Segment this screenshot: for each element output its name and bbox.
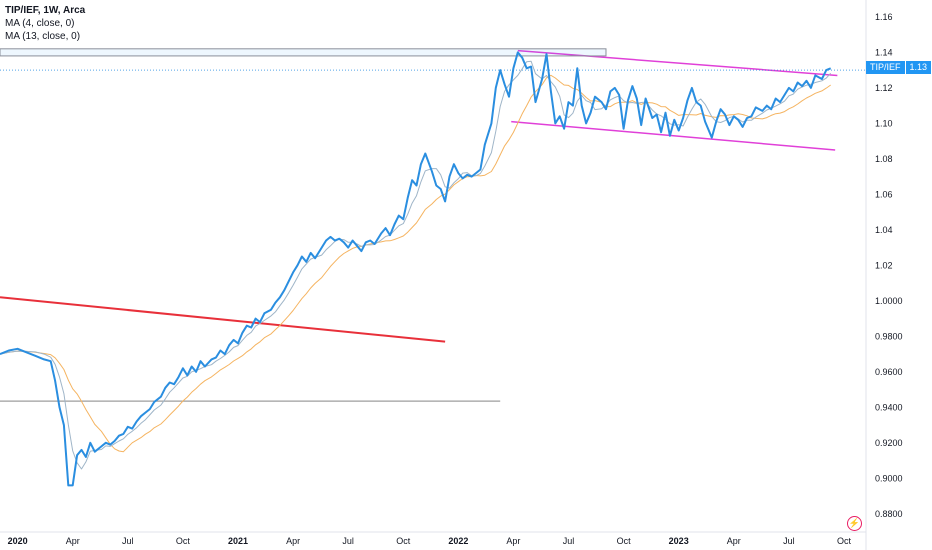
x-axis: 2020 Apr Jul Oct 2021 Apr Jul Oct 2022 Apr Jul Oct 2… bbox=[0, 531, 866, 546]
y-tick-label: 1.10 bbox=[875, 118, 893, 128]
y-tick-label: 0.9400 bbox=[875, 402, 903, 412]
y-tick-label: 0.9000 bbox=[875, 473, 903, 483]
y-tick-label: 1.14 bbox=[875, 47, 893, 57]
ma13-line bbox=[0, 74, 831, 453]
legend-ma4: MA (4, close, 0) bbox=[5, 18, 75, 29]
y-tick-label: 1.12 bbox=[875, 83, 893, 93]
price-line bbox=[0, 51, 832, 487]
y-tick-label: 0.9600 bbox=[875, 367, 903, 377]
y-tick-label: 1.06 bbox=[875, 189, 893, 199]
x-tick-label: 2021 bbox=[228, 536, 248, 546]
y-tick-label: 0.9800 bbox=[875, 331, 903, 341]
lightning-icon[interactable]: ⚡ bbox=[847, 516, 862, 531]
x-tick-label: Jul bbox=[563, 536, 575, 546]
y-axis: 1.16 1.14 1.12 1.10 1.08 1.06 1.04 1.02 1.0000 0.… bbox=[865, 0, 903, 550]
x-tick-label: Oct bbox=[837, 536, 852, 546]
ma13-layer bbox=[0, 74, 831, 453]
x-tick-label: 2022 bbox=[448, 536, 468, 546]
y-tick-label: 1.16 bbox=[875, 12, 893, 22]
price-tag-value: 1.13 bbox=[905, 61, 932, 74]
x-tick-label: 2020 bbox=[8, 536, 28, 546]
chart-legend: TIP/IEF, 1W, Arca MA (4, close, 0) MA (1… bbox=[5, 4, 85, 43]
x-tick-label: Oct bbox=[176, 536, 191, 546]
legend-symbol: TIP/IEF, 1W, Arca bbox=[5, 5, 86, 16]
x-tick-label: Jul bbox=[342, 536, 354, 546]
x-tick-label: Apr bbox=[727, 536, 741, 546]
last-price-tag: TIP/IEF 1.13 bbox=[866, 61, 932, 74]
price-layer bbox=[0, 51, 832, 487]
x-tick-label: Oct bbox=[396, 536, 411, 546]
y-tick-label: 1.0000 bbox=[875, 296, 903, 306]
x-tick-label: Oct bbox=[617, 536, 632, 546]
drawings-layer bbox=[0, 48, 866, 402]
legend-ma13: MA (13, close, 0) bbox=[5, 31, 81, 42]
y-tick-label: 1.04 bbox=[875, 225, 893, 235]
x-tick-label: Jul bbox=[783, 536, 795, 546]
y-tick-label: 0.9200 bbox=[875, 438, 903, 448]
ma4-line bbox=[0, 60, 832, 470]
x-tick-label: 2023 bbox=[669, 536, 689, 546]
price-tag-symbol: TIP/IEF bbox=[866, 61, 905, 74]
long-red-trendline bbox=[0, 296, 446, 343]
channel-upper-trendline bbox=[517, 49, 838, 77]
y-tick-label: 0.8800 bbox=[875, 509, 903, 519]
x-tick-label: Jul bbox=[122, 536, 134, 546]
x-tick-label: Apr bbox=[66, 536, 80, 546]
x-tick-label: Apr bbox=[506, 536, 520, 546]
ma4-layer bbox=[0, 60, 832, 470]
y-tick-label: 1.08 bbox=[875, 154, 893, 164]
x-tick-label: Apr bbox=[286, 536, 300, 546]
y-tick-label: 1.02 bbox=[875, 260, 893, 270]
rectangle-drawing bbox=[0, 48, 607, 57]
